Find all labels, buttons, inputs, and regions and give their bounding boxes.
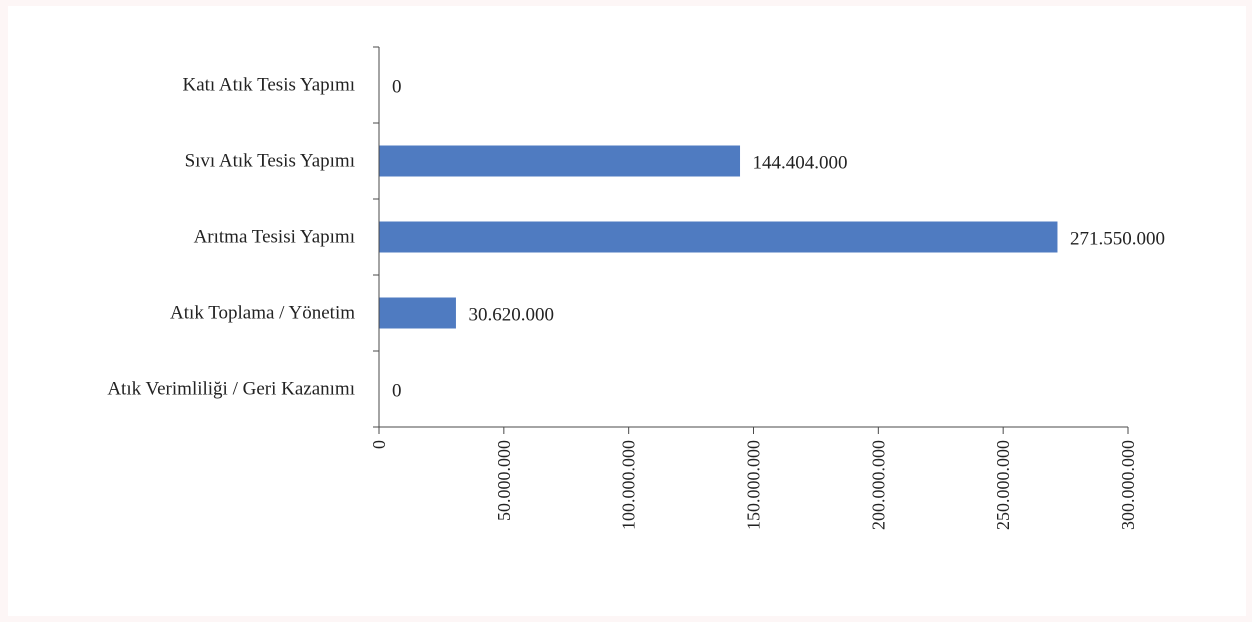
category-label: Arıtma Tesisi Yapımı	[194, 227, 355, 248]
category-label: Atık Verimliliği / Geri Kazanımı	[107, 379, 355, 400]
x-tick-label: 0	[369, 440, 389, 449]
data-label: 0	[392, 381, 402, 402]
bar	[379, 145, 741, 177]
x-tick-label: 100.000.000	[619, 440, 639, 530]
x-tick-label: 300.000.000	[1118, 440, 1138, 530]
category-label: Atık Toplama / Yönetim	[170, 303, 355, 324]
data-label: 271.550.000	[1070, 229, 1165, 250]
x-tick-label: 150.000.000	[744, 440, 764, 530]
bar	[379, 221, 1058, 253]
data-label: 0	[392, 77, 402, 98]
bars-layer	[379, 145, 1058, 329]
data-label: 30.620.000	[468, 305, 554, 326]
labels-layer: 0 50.000.000 100.000.000 150.000.000 200.000…	[107, 75, 1165, 531]
data-label: 144.404.000	[753, 153, 848, 174]
bar	[379, 297, 456, 329]
x-tick-label: 200.000.000	[868, 440, 888, 530]
x-tick-label: 50.000.000	[494, 440, 514, 521]
category-label: Katı Atık Tesis Yapımı	[182, 75, 355, 96]
category-label: Sıvı Atık Tesis Yapımı	[185, 151, 355, 172]
axes-layer	[373, 46, 1129, 434]
chart-panel	[8, 6, 1246, 616]
x-tick-label: 250.000.000	[993, 440, 1013, 530]
